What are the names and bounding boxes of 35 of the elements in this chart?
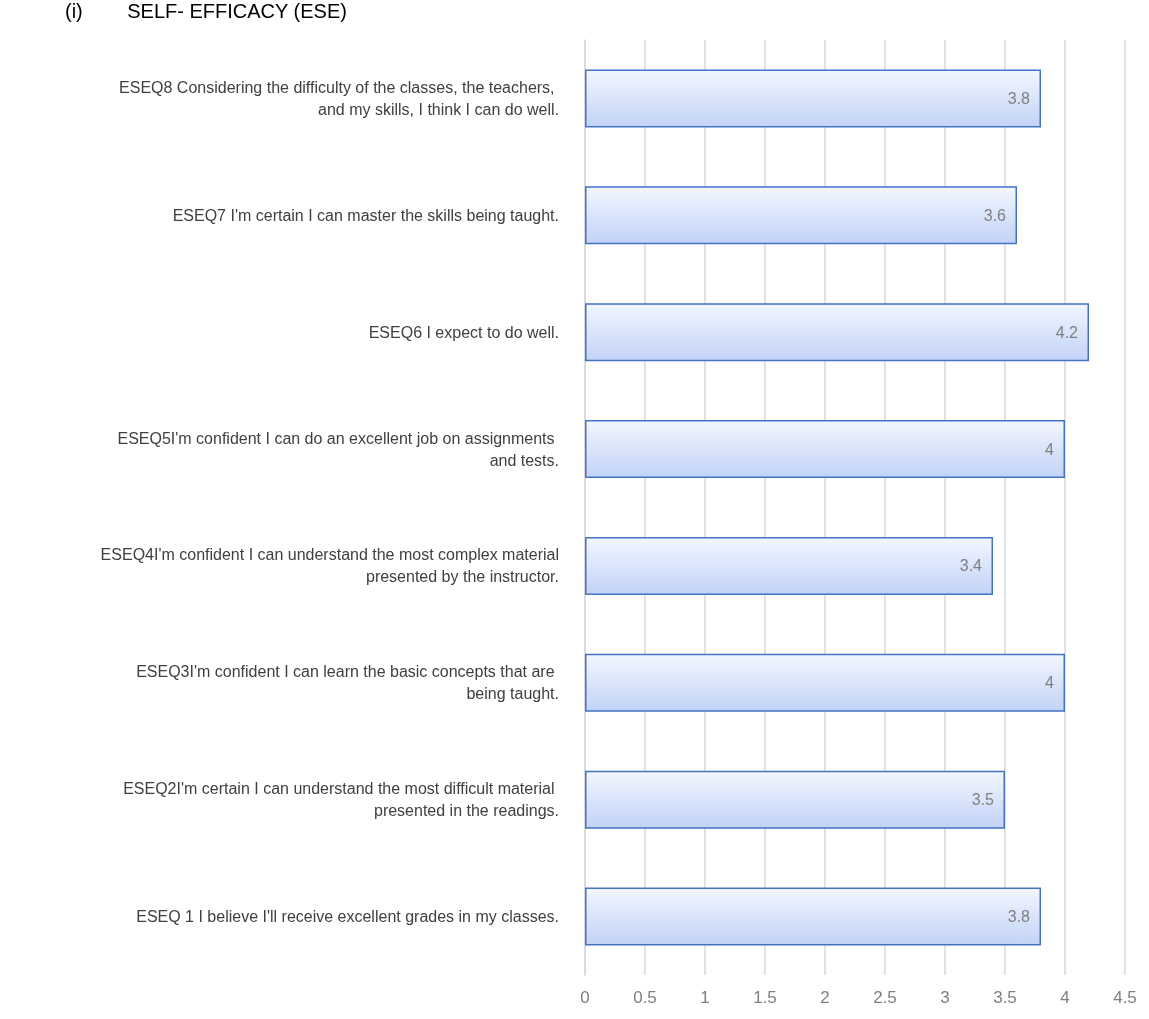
- data-label: 4: [1045, 674, 1055, 692]
- data-label: 3.4: [959, 557, 983, 575]
- data-label: 4: [1045, 440, 1055, 458]
- data-label: 4.2: [1055, 323, 1079, 341]
- y-tick-label: ESEQ7 I'm certain I can master the skills being taught.: [172, 206, 559, 224]
- y-tick-label: ESEQ 1 I believe I'll receive excellent grades in my classes.: [136, 908, 559, 926]
- y-tick-label: ESEQ6 I expect to do well.: [368, 323, 559, 341]
- data-label: 3.6: [983, 206, 1007, 224]
- bar: [585, 887, 1041, 946]
- y-tick-label: ESEQ4I'm confident I can understand the most complex material presented by the instructor.: [100, 546, 559, 586]
- bar: [585, 69, 1041, 128]
- bar: [585, 420, 1065, 479]
- data-label: 3.5: [971, 791, 995, 809]
- x-tick-label: 3.5: [993, 988, 1017, 1007]
- bar: [585, 303, 1089, 362]
- y-tick-label: ESEQ5I'm confident I can do an excellent job on assignments and tests.: [117, 429, 559, 469]
- x-tick-label: 1: [700, 988, 710, 1007]
- y-tick-label: ESEQ3I'm confident I can learn the basic concepts that are being taught.: [136, 663, 559, 703]
- x-tick-label: 0.5: [633, 988, 657, 1007]
- y-tick-label: ESEQ8 Considering the difficulty of the classes, the teachers, and my skills, I think I can do well.: [119, 78, 559, 118]
- x-tick-label: 3: [940, 988, 950, 1007]
- data-label: 3.8: [1007, 908, 1031, 926]
- bar: [585, 536, 993, 595]
- y-tick-label: ESEQ2I'm certain I can understand the most difficult material presented in the readings.: [123, 780, 559, 820]
- bar: [585, 186, 1017, 245]
- x-tick-label: 1.5: [753, 988, 777, 1007]
- x-tick-label: 2: [820, 988, 830, 1007]
- text: (i) SELF- EFFICACY (ESE): [65, 0, 347, 22]
- x-tick-label: 4: [1060, 988, 1070, 1007]
- x-tick-label: 2.5: [873, 988, 897, 1007]
- x-tick-label: 4.5: [1113, 988, 1137, 1007]
- x-tick-label: 0: [580, 988, 590, 1007]
- data-label: 3.8: [1007, 89, 1031, 107]
- bar: [585, 770, 1005, 829]
- bar: [585, 653, 1065, 712]
